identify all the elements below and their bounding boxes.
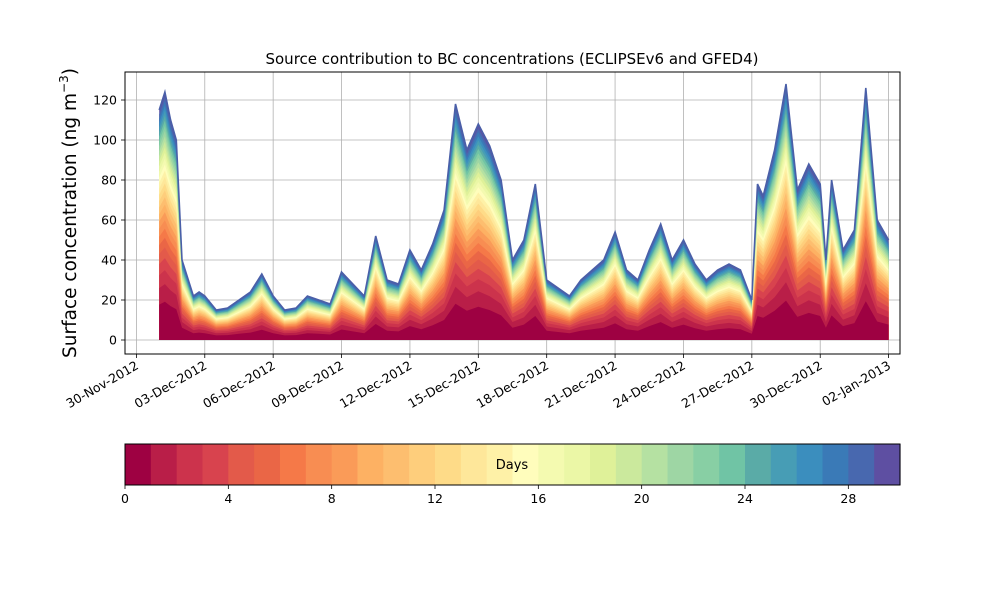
- colorbar-tick-label: 20: [634, 491, 650, 506]
- x-tick-label: 30-Nov-2012: [63, 358, 140, 411]
- plot-frame: [124, 71, 901, 355]
- colorbar-swatch: [409, 444, 436, 485]
- y-tick-label: 40: [101, 253, 117, 268]
- colorbar-axis: 0 4 8 12 16 20 24 28: [121, 485, 856, 506]
- colorbar-swatch: [693, 444, 720, 485]
- y-tick-label: 120: [93, 93, 117, 108]
- colorbar-label: Days: [496, 458, 529, 473]
- colorbar-swatch: [874, 444, 901, 485]
- area-day-7: [159, 216, 889, 340]
- x-axis: 30-Nov-201203-Dec-201206-Dec-201209-Dec-…: [63, 354, 893, 411]
- svg-text:Surface concentration (ng m−3): Surface concentration (ng m−3): [57, 68, 81, 358]
- x-tick-label: 18-Dec-2012: [474, 358, 552, 411]
- colorbar-swatch: [719, 444, 746, 485]
- colorbar-tick-label: 28: [840, 491, 856, 506]
- y-axis-label-close: ): [60, 68, 81, 75]
- colorbar-swatch: [538, 444, 565, 485]
- y-tick-label: 20: [101, 293, 117, 308]
- colorbar-swatch: [486, 444, 514, 485]
- area-day-0: [159, 300, 889, 340]
- x-tick-label: 21-Dec-2012: [542, 358, 620, 411]
- colorbar-tick-label: 24: [737, 491, 753, 506]
- area-day-6: [159, 225, 889, 340]
- colorbar-swatch: [280, 444, 307, 485]
- colorbar-swatch: [202, 444, 229, 485]
- x-tick-label: 27-Dec-2012: [679, 358, 757, 411]
- x-tick-label: 03-Dec-2012: [132, 358, 210, 411]
- colorbar-swatch: [667, 444, 694, 485]
- chart-title: Source contribution to BC concentrations…: [265, 50, 758, 68]
- colorbar-swatch: [641, 444, 669, 485]
- colorbar-swatch: [176, 444, 204, 485]
- colorbar-tick-label: 8: [328, 491, 336, 506]
- colorbar-swatch: [564, 444, 591, 485]
- y-axis-label-text: Surface concentration (ng m: [60, 93, 81, 358]
- colorbar-swatch: [615, 444, 643, 485]
- x-tick-label: 06-Dec-2012: [200, 358, 278, 411]
- colorbar-swatch: [848, 444, 875, 485]
- colorbar: [125, 444, 901, 485]
- colorbar-frame: [124, 443, 901, 486]
- area-day-3: [159, 255, 889, 340]
- x-tick-label: 09-Dec-2012: [268, 358, 346, 411]
- colorbar-swatch: [822, 444, 849, 485]
- area-day-4: [159, 244, 889, 340]
- colorbar-swatch: [770, 444, 798, 485]
- x-tick-label: 30-Dec-2012: [747, 358, 825, 411]
- y-axis-label-unit: −3: [57, 75, 71, 93]
- colorbar-swatch: [125, 444, 152, 485]
- colorbar-swatch: [254, 444, 281, 485]
- colorbar-tick-label: 16: [530, 491, 546, 506]
- total-series-line: [158, 83, 890, 311]
- colorbar-swatch: [357, 444, 384, 485]
- y-tick-label: 80: [101, 173, 117, 188]
- y-tick-label: 100: [93, 133, 117, 148]
- colorbar-swatch: [228, 444, 255, 485]
- area-day-5: [159, 234, 889, 340]
- y-tick-label: 0: [109, 333, 117, 348]
- colorbar-swatch: [331, 444, 359, 485]
- x-tick-label: 24-Dec-2012: [610, 358, 688, 411]
- colorbar-tick-label: 12: [427, 491, 443, 506]
- x-tick-label: 02-Jan-2013: [819, 358, 893, 409]
- colorbar-swatch: [460, 444, 488, 485]
- colorbar-swatch: [745, 444, 772, 485]
- colorbar-tick-label: 4: [224, 491, 232, 506]
- y-axis-label: Surface concentration (ng m−3): [57, 68, 81, 358]
- area-day-8: [159, 208, 889, 340]
- area-day-2: [159, 267, 889, 340]
- area-day-1: [159, 282, 889, 340]
- colorbar-swatch: [590, 444, 617, 485]
- y-axis: 0 20 40 60 80 100 120: [93, 93, 125, 348]
- y-tick-label: 60: [101, 213, 117, 228]
- stacked-areas: [158, 83, 890, 341]
- colorbar-swatch: [796, 444, 824, 485]
- colorbar-swatch: [435, 444, 462, 485]
- x-tick-label: 12-Dec-2012: [337, 358, 415, 411]
- colorbar-swatch: [512, 444, 539, 485]
- colorbar-swatch: [150, 444, 178, 485]
- x-tick-label: 15-Dec-2012: [405, 358, 483, 411]
- colorbar-tick-label: 0: [121, 491, 129, 506]
- colorbar-swatch: [383, 444, 410, 485]
- colorbar-swatch: [305, 444, 333, 485]
